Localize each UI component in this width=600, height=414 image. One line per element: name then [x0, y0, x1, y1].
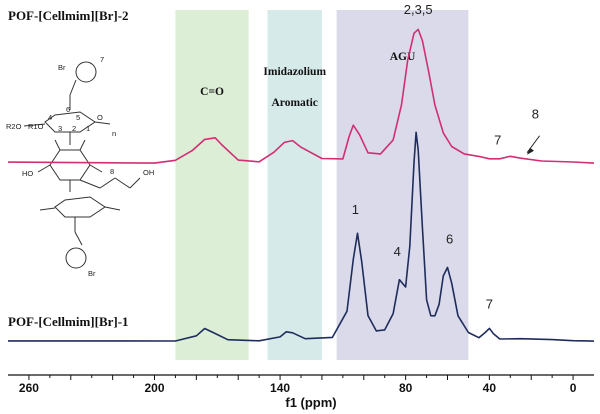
chemical-shift-regions: C=O Imidazolium Aromatic AGU: [175, 10, 469, 360]
spectrum-line-1: [7, 28, 595, 164]
spectrum-line-2: [7, 131, 595, 342]
carbon-4-label: 4: [48, 113, 52, 122]
x-tick-label-80: 80: [399, 381, 413, 395]
peak-label-3: 8: [532, 106, 539, 121]
hydroxyl-left-label: HO: [22, 169, 33, 178]
region-3: [336, 10, 469, 360]
carbon-7-label: 7: [100, 55, 104, 64]
x-tick-label-40: 40: [483, 381, 497, 395]
carbon-2-label: 2: [72, 124, 76, 133]
carbon-6-label: 6: [66, 105, 70, 114]
peak-label-6: 6: [446, 232, 453, 247]
bromide-label: Br: [58, 63, 66, 72]
x-axis: 260 200 140 80 40 0: [8, 374, 594, 395]
region-sublabel-2: Aromatic: [272, 97, 318, 109]
ring-oxygen-label: O: [97, 113, 103, 122]
peak-label-7: 7: [486, 297, 493, 312]
x-tick-label-260: 260: [19, 381, 39, 395]
peak-8-arrow: [526, 135, 540, 154]
carbon-5-label: 5: [76, 113, 80, 122]
bromide-bottom-label: Br: [88, 269, 96, 278]
peak-8-arrowhead: [527, 147, 535, 155]
peak-label-2: 7: [494, 133, 501, 148]
region-label-3: AGU: [390, 51, 416, 63]
peak-label-4: 1: [352, 202, 359, 217]
carbon-8-label: 8: [110, 167, 114, 176]
series-label-pof1: POF-[Cellmim][Br]-1: [8, 314, 129, 329]
x-tick-label-0: 0: [570, 381, 577, 395]
repeat-n-label: n: [112, 129, 116, 138]
peak-label-5: 4: [394, 244, 401, 259]
hydroxyl-right-label: OH: [143, 168, 154, 177]
peak-labels: 2,3,5 7 8 1 4 6 7: [352, 2, 540, 312]
x-tick-label-140: 140: [270, 381, 290, 395]
chemical-structure-drawing: Br 7 6 4 5 3 2 1 O R2O R1O n HO OH 8 Br: [6, 55, 154, 278]
x-axis-title: f1 (ppm): [285, 395, 336, 410]
r1o-label: R1O: [28, 122, 44, 131]
carbon-1-label: 1: [86, 124, 90, 133]
peak-label-1: 2,3,5: [404, 2, 433, 17]
x-tick-label-200: 200: [144, 381, 164, 395]
region-2: [267, 10, 322, 360]
spectra-series: [7, 28, 595, 342]
region-label-2: Imidazolium: [263, 66, 326, 78]
series-label-pof2: POF-[Cellmim][Br]-2: [8, 8, 129, 23]
carbon-3-label: 3: [58, 124, 62, 133]
region-1: [175, 10, 249, 360]
region-label-1: C=O: [200, 86, 224, 98]
r2o-label: R2O: [6, 122, 22, 131]
